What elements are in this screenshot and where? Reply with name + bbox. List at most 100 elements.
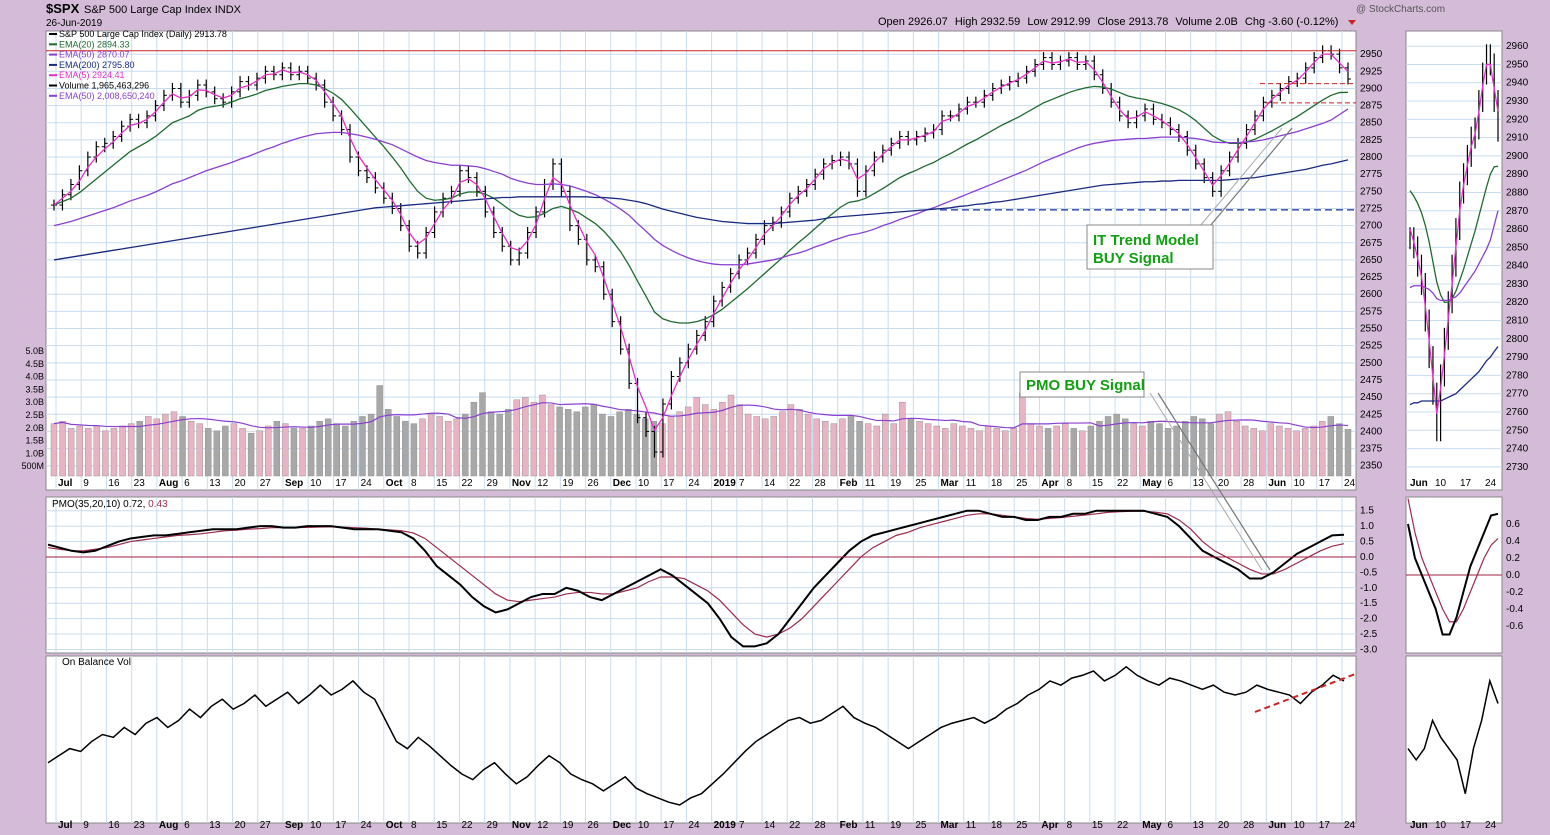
volume-bar: [1301, 428, 1309, 477]
x-tick-label: 2019: [714, 820, 737, 830]
volume-bar: [50, 423, 58, 477]
volume-bar: [1156, 423, 1163, 477]
price-tick-label: 2575: [1360, 306, 1383, 317]
x-tick-label: May: [1142, 820, 1162, 830]
price-tick-label: 2650: [1360, 255, 1383, 266]
price-tick-label: 2775: [1360, 169, 1383, 180]
volume-bar: [547, 404, 555, 477]
x-tick-label: 22: [1117, 478, 1129, 489]
x-tick-label: 24: [688, 478, 700, 489]
x-tick-label: 6: [184, 820, 190, 830]
volume-bar: [136, 421, 143, 477]
price-bars: [51, 45, 1351, 458]
x-tick-label: 7: [739, 478, 745, 489]
volume-bar: [710, 409, 718, 477]
volume-bar: [1121, 418, 1129, 477]
volume-bar: [684, 406, 692, 477]
volume-bar: [436, 416, 443, 477]
x-tick-label: May: [1142, 478, 1162, 489]
pmo-line: [47, 509, 1345, 648]
volume-bar: [967, 428, 975, 477]
volume-bar: [590, 404, 598, 477]
x-tick-label: Mar: [941, 820, 959, 830]
inset-pmo-line: [1407, 512, 1499, 636]
x-tick-label: 18: [991, 820, 1003, 830]
inset-tick-label: 2790: [1506, 352, 1529, 363]
obv-trendline: [1254, 672, 1359, 713]
volume-bar: [76, 425, 83, 477]
volume-bar: [770, 416, 778, 477]
x-tick-label: 10: [1294, 820, 1306, 830]
volume-bar: [702, 404, 709, 477]
inset-pmo-tick: 0.2: [1506, 553, 1520, 564]
x-tick-label: 10: [310, 820, 322, 830]
price-tick-label: 2350: [1360, 461, 1383, 472]
inset-tick-label: 2910: [1506, 133, 1529, 144]
volume-bar: [522, 397, 529, 477]
volume-bar: [350, 421, 358, 477]
x-tick-label: 17: [1319, 478, 1331, 489]
volume-bar: [179, 416, 186, 477]
volume-bar: [1010, 428, 1017, 477]
x-tick-label: Feb: [840, 478, 858, 489]
inset-tick-label: 2870: [1506, 206, 1529, 217]
volume-bar: [479, 392, 486, 477]
volume-bar: [899, 401, 906, 477]
volume-bar: [402, 421, 409, 477]
price-tick-label: 2425: [1360, 409, 1383, 420]
x-tick-label: Sep: [285, 820, 303, 830]
volume-bar: [753, 416, 760, 477]
volume-bar: [642, 418, 649, 477]
x-tick-label: Dec: [613, 478, 632, 489]
x-tick-label: 11: [865, 478, 876, 489]
legend: S&P 500 Large Cap Index (Daily) 2913.78E…: [49, 29, 227, 101]
inset-ema-line: [1409, 63, 1499, 414]
inset-tick-label: 2940: [1506, 78, 1529, 89]
inset-tick-label: 2840: [1506, 261, 1529, 272]
inset-x-label: 24: [1485, 478, 1497, 489]
volume-bar: [582, 406, 589, 477]
x-tick-label: 2019: [714, 478, 737, 489]
volume-bar: [153, 418, 161, 477]
volume-bar: [804, 413, 812, 477]
legend-entry: EMA(5) 2924.41: [59, 70, 125, 80]
inset-tick-label: 2850: [1506, 242, 1529, 253]
pmo-buy-annotation: PMO BUY Signal: [1019, 371, 1271, 571]
volume-bar: [1019, 392, 1026, 477]
volume-ema-line: [53, 402, 1349, 429]
volume-bar: [762, 418, 769, 477]
volume-tick-label: 1.0B: [25, 448, 44, 458]
pmo-tick-label: -0.5: [1360, 567, 1378, 578]
ohlc-summary: Open 2926.07 High 2932.59 Low 2912.99 Cl…: [878, 16, 1338, 28]
x-tick-label: 24: [1344, 820, 1356, 830]
inset-tick-label: 2810: [1506, 316, 1529, 327]
x-tick-label: Oct: [386, 820, 403, 830]
x-tick-label: 17: [335, 478, 347, 489]
volume-bar: [959, 425, 966, 477]
volume-bar: [616, 411, 623, 477]
volume-bar: [813, 418, 820, 477]
pmo-tick-label: 0.5: [1360, 537, 1374, 548]
x-tick-label: 11: [865, 820, 876, 830]
volume-bar: [1190, 416, 1197, 477]
x-tick-label: 27: [260, 820, 272, 830]
volume-bar: [170, 411, 178, 477]
x-tick-label: 7: [739, 820, 745, 830]
volume-bar: [1113, 413, 1120, 477]
inset-x-label: 10: [1435, 820, 1447, 830]
price-tick-label: 2550: [1360, 324, 1383, 335]
volume-bar: [1104, 416, 1112, 477]
x-tick-label: 25: [1016, 478, 1028, 489]
volume-bar: [693, 397, 700, 477]
volume-bar: [1319, 421, 1326, 477]
x-tick-label: 11: [966, 478, 977, 489]
volume-bar: [342, 425, 349, 477]
x-tick-label: 13: [209, 478, 221, 489]
inset-tick-label: 2900: [1506, 151, 1529, 162]
volume-bar: [93, 425, 101, 477]
volume-bar: [453, 418, 460, 477]
inset-pmo-tick: -0.4: [1506, 604, 1524, 615]
volume-bar: [822, 421, 829, 477]
inset-x-label: Jun: [1410, 820, 1428, 830]
volume-bar: [676, 411, 683, 477]
